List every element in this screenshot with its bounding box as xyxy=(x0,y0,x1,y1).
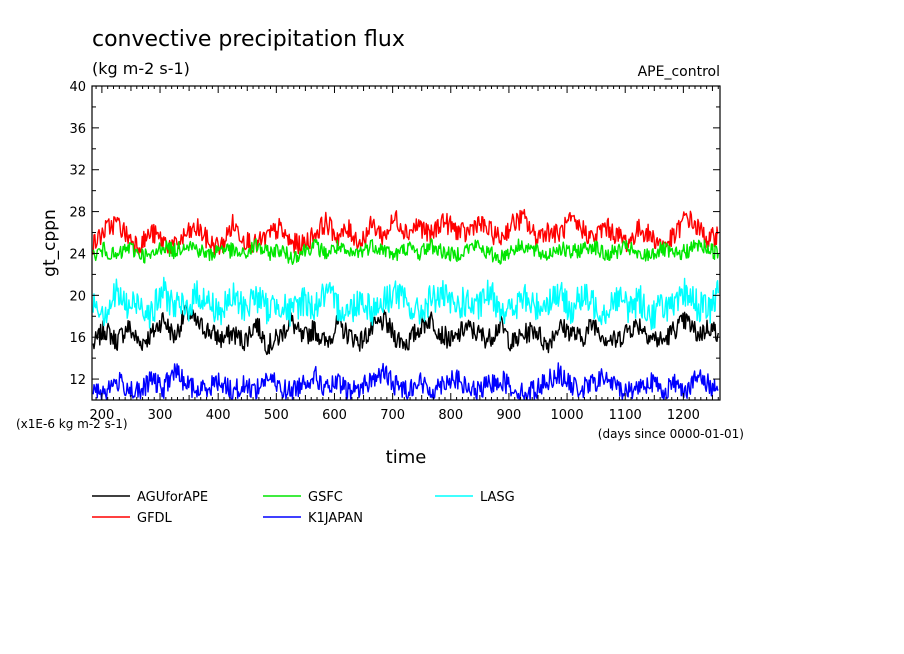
x-tick-label: 1100 xyxy=(609,408,642,423)
series-line-lasg xyxy=(92,276,719,331)
series-line-k1japan xyxy=(92,362,719,400)
plot-frame xyxy=(91,85,721,401)
x-tick-label: 700 xyxy=(380,408,405,423)
y-axis-label: gt_cppn xyxy=(40,209,60,277)
legend: AGUforAPE GSFC LASG GFDL K1JAPAN xyxy=(92,490,515,526)
series-line-gfdl xyxy=(92,208,719,256)
run-label: APE_control xyxy=(638,64,720,80)
x-tick-label: 1200 xyxy=(667,408,700,423)
x-tick-label: 300 xyxy=(148,408,173,423)
x-tick-label: 600 xyxy=(322,408,347,423)
y-tick-label: 36 xyxy=(69,122,86,137)
x-tick-label: 400 xyxy=(206,408,231,423)
chart-title: convective precipitation flux xyxy=(92,27,405,52)
legend-label: GSFC xyxy=(308,490,343,505)
x-tick-label: 500 xyxy=(264,408,289,423)
y-tick-label: 32 xyxy=(69,164,86,179)
y-tick-label: 12 xyxy=(69,373,86,388)
chart-subtitle: (kg m-2 s-1) xyxy=(92,59,190,78)
y-unit-note: (x1E-6 kg m-2 s-1) xyxy=(16,417,128,431)
y-tick-label: 24 xyxy=(69,247,86,262)
x-tick-label: 200 xyxy=(89,408,114,423)
legend-label: AGUforAPE xyxy=(137,490,208,505)
legend-label: GFDL xyxy=(137,511,173,526)
x-axis-label: time xyxy=(386,447,427,468)
x-tick-label: 900 xyxy=(497,408,522,423)
series-line-gsfc xyxy=(92,238,719,265)
series-line-aguforape xyxy=(92,302,719,356)
x-tick-label: 1000 xyxy=(551,408,584,423)
y-tick-label: 16 xyxy=(69,331,86,346)
y-tick-label: 28 xyxy=(69,206,86,221)
y-tick-label: 40 xyxy=(69,80,86,95)
x-tick-label: 800 xyxy=(438,408,463,423)
legend-label: LASG xyxy=(480,490,515,505)
legend-label: K1JAPAN xyxy=(308,511,363,526)
y-tick-label: 20 xyxy=(69,289,86,304)
x-unit-note: (days since 0000-01-01) xyxy=(598,427,744,441)
